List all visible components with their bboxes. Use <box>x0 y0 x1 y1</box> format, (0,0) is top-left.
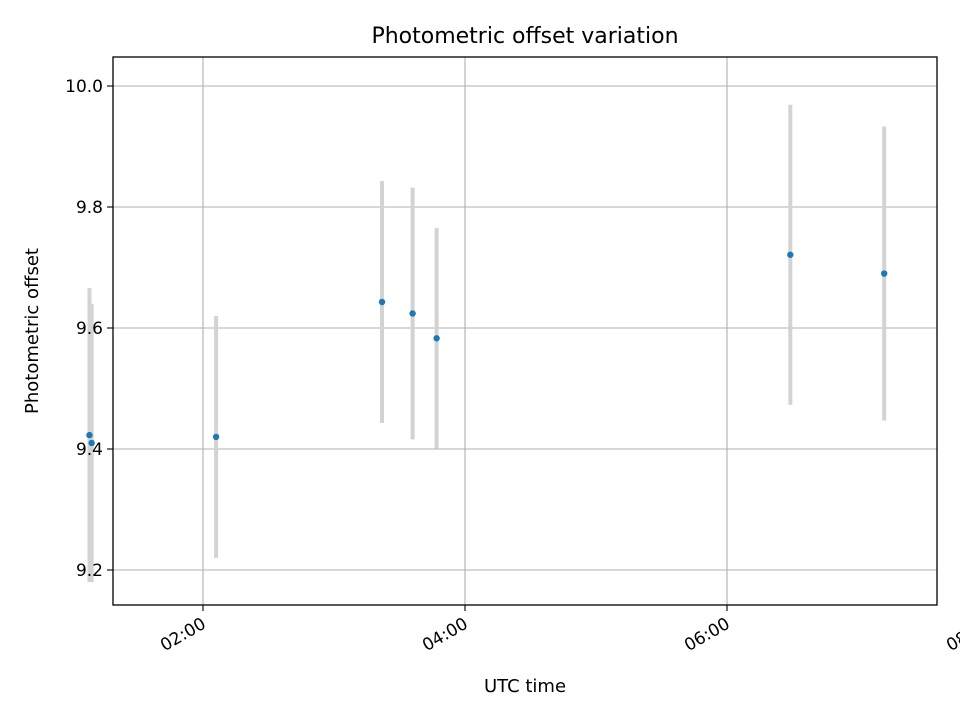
grid <box>113 57 937 605</box>
data-point <box>88 439 95 447</box>
y-axis-label: Photometric offset <box>22 248 43 414</box>
data-point <box>787 251 794 258</box>
data-point <box>409 310 416 317</box>
data-point <box>86 431 93 439</box>
x-axis-label: UTC time <box>484 676 566 697</box>
data-point <box>378 298 386 306</box>
y-tick-label: 9.2 <box>76 561 103 581</box>
data-point <box>881 270 888 277</box>
data-point <box>212 433 220 441</box>
y-tick-label: 9.8 <box>76 198 103 218</box>
y-tick-label: 9.4 <box>76 440 103 460</box>
y-tick-label: 9.6 <box>76 319 103 339</box>
data-points <box>86 251 888 447</box>
plot-frame <box>112 56 938 606</box>
chart-title: Photometric offset variation <box>371 24 678 49</box>
y-tick-label: 10.0 <box>65 77 103 97</box>
data-point <box>433 335 440 342</box>
